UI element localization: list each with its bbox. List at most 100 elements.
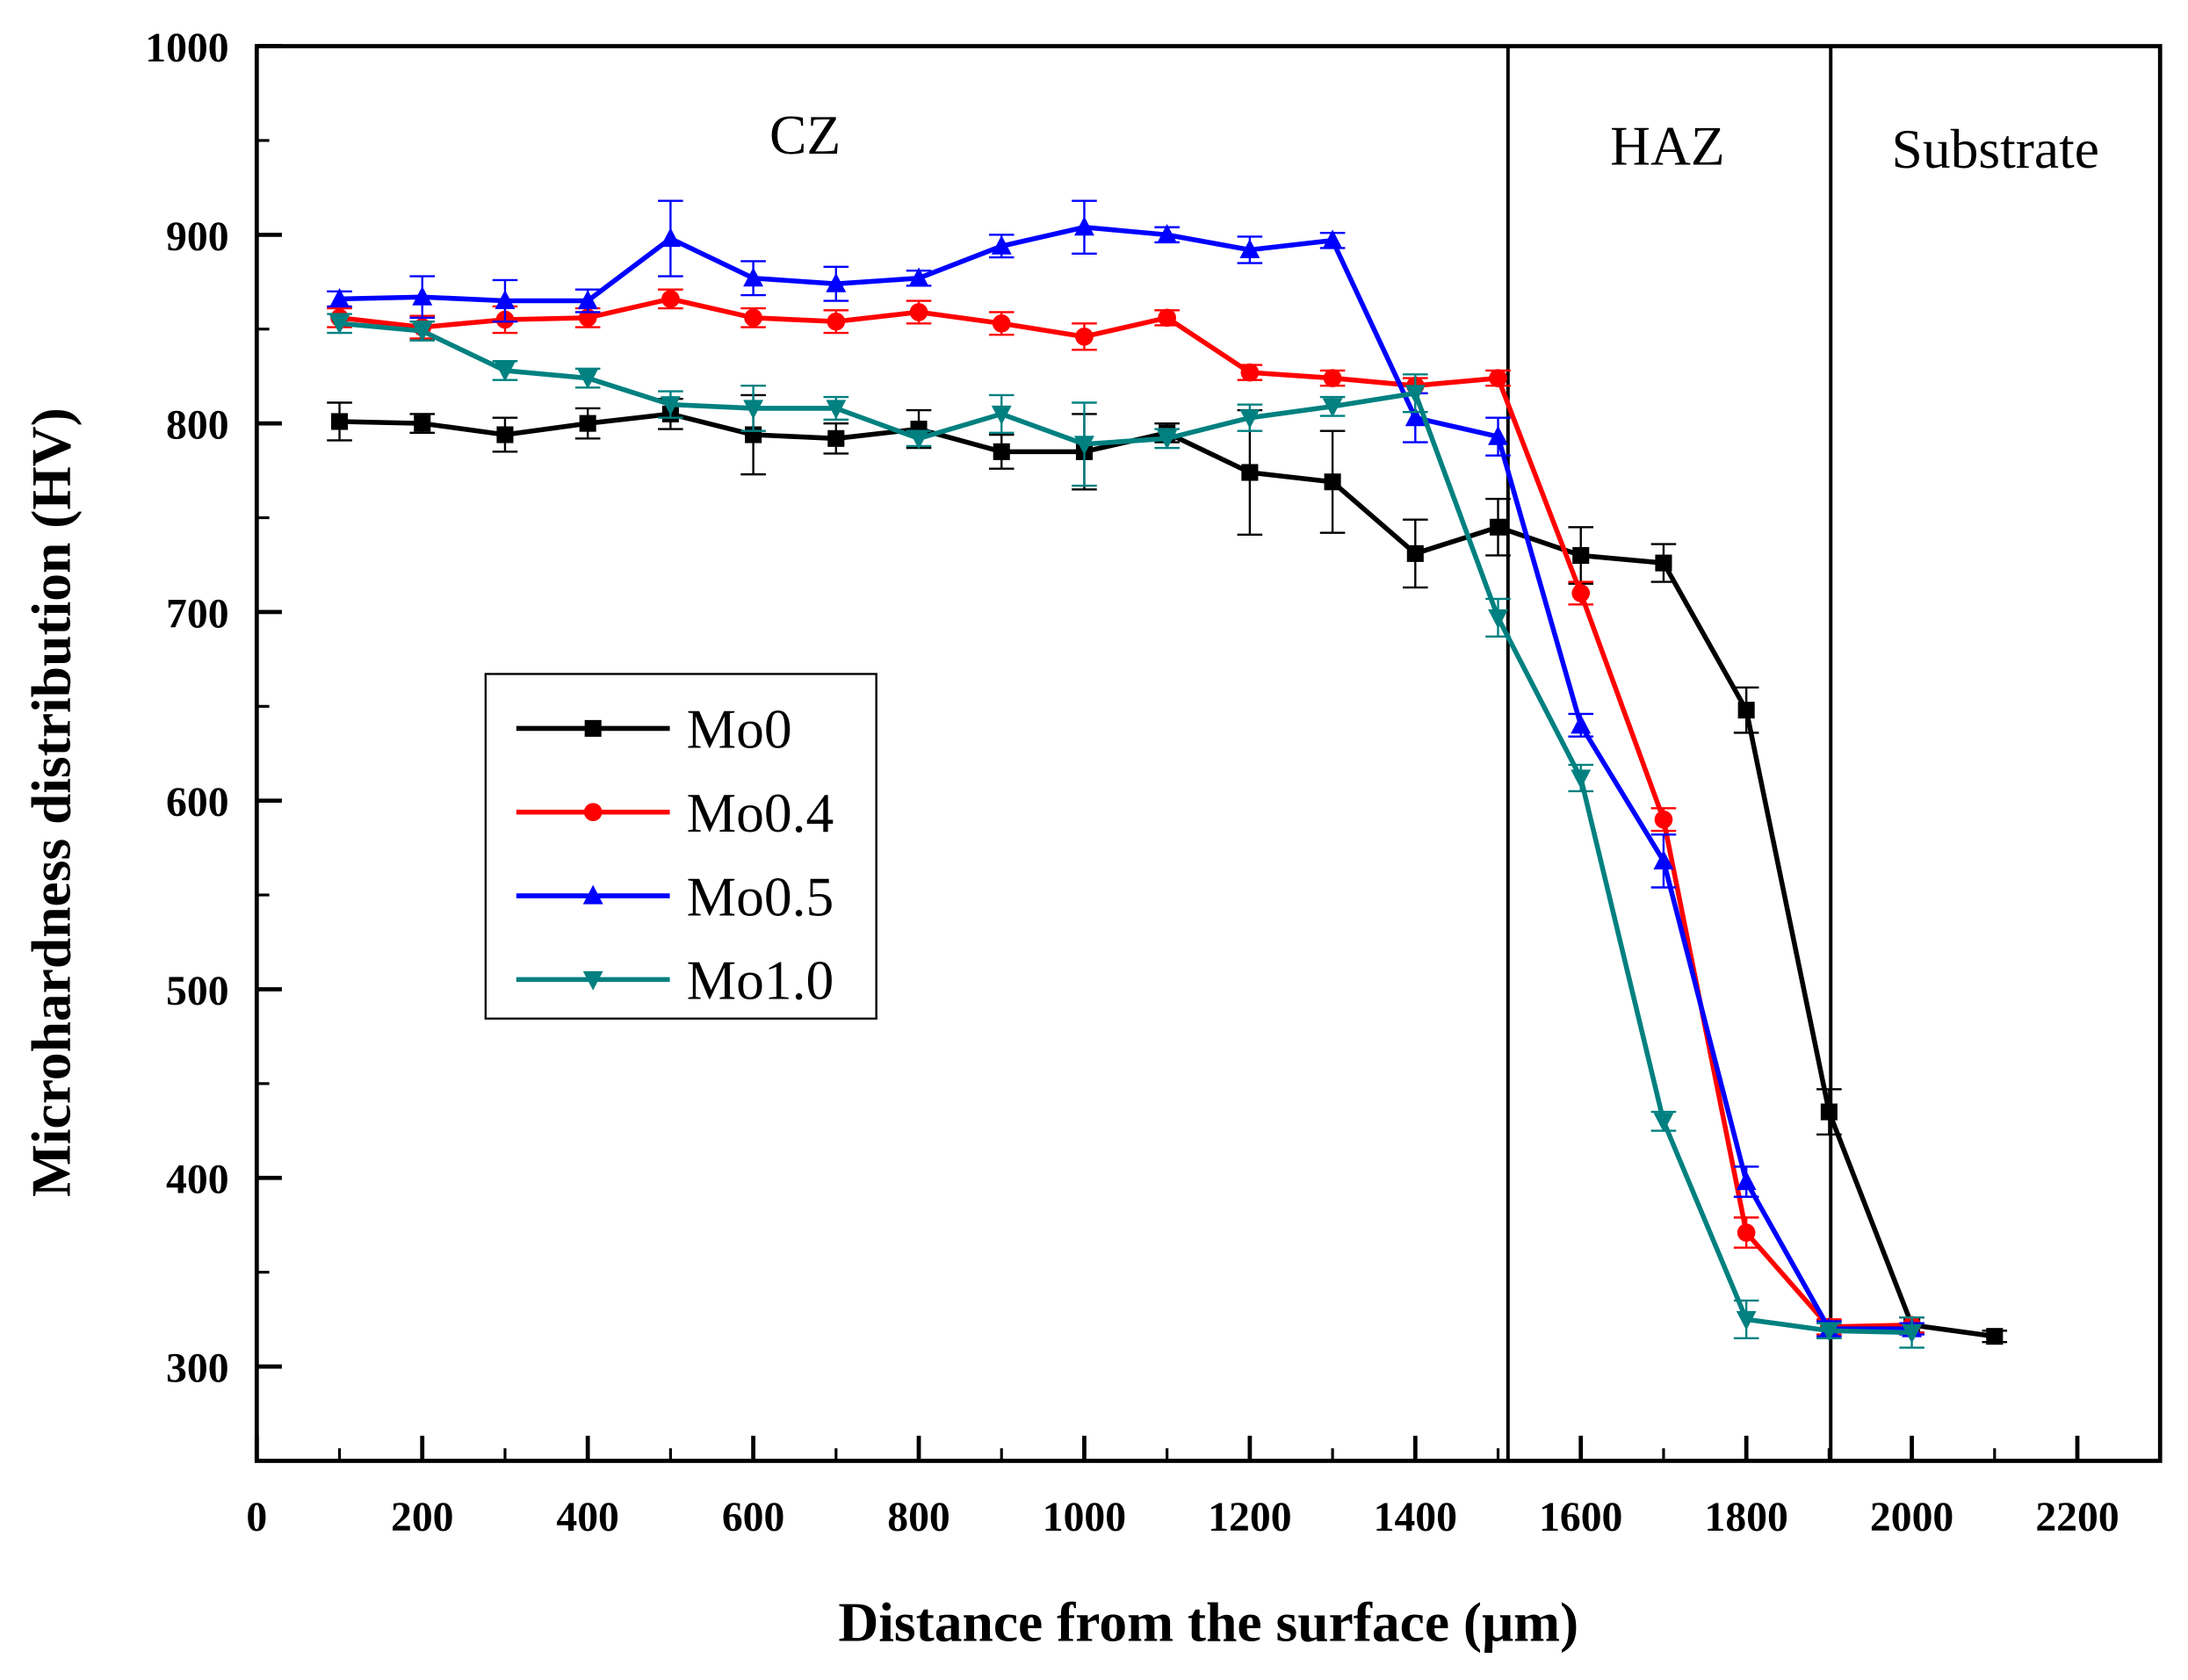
data-point [1074, 216, 1094, 236]
y-tick-label: 700 [166, 591, 228, 637]
data-point [1324, 473, 1341, 491]
series-mo1-0 [327, 313, 1924, 1349]
data-point [1323, 369, 1342, 387]
data-point [991, 405, 1012, 425]
data-point [1902, 1323, 1923, 1344]
data-point [1488, 425, 1508, 445]
legend-marker [583, 803, 603, 822]
data-point [743, 267, 764, 287]
data-point [991, 234, 1012, 255]
data-point [908, 429, 929, 450]
x-tick-label: 600 [722, 1495, 784, 1540]
data-point [909, 303, 928, 321]
legend-marker [582, 884, 603, 905]
data-point [744, 308, 762, 328]
data-point [1405, 385, 1426, 405]
data-point [1158, 308, 1176, 328]
x-tick-label: 200 [391, 1495, 453, 1540]
data-point [826, 400, 847, 420]
series-line [339, 296, 1912, 1330]
data-point [577, 290, 598, 310]
y-tick-label: 1000 [145, 25, 228, 71]
data-point [992, 314, 1011, 333]
y-tick-label: 300 [166, 1346, 228, 1392]
y-tick-label: 400 [166, 1157, 228, 1203]
data-point [1406, 544, 1424, 562]
data-point [660, 396, 681, 416]
data-point [412, 285, 433, 306]
data-point [1322, 229, 1343, 249]
x-tick-label: 400 [556, 1495, 618, 1540]
data-point [1571, 584, 1591, 602]
y-tick-label: 900 [166, 214, 228, 260]
x-tick-label: 800 [887, 1495, 950, 1540]
legend-marker [582, 970, 603, 991]
data-point [579, 415, 596, 432]
data-point [496, 426, 514, 443]
data-point [1239, 239, 1260, 259]
zone-label-cz: CZ [769, 104, 841, 166]
data-point [1157, 429, 1178, 450]
data-series [327, 199, 2008, 1349]
data-point [495, 362, 516, 382]
legend-label: Mo0 [687, 698, 792, 761]
zone-label-substrate: Substrate [1892, 118, 2099, 180]
series-mo0-4 [327, 288, 1924, 1337]
y-tick-label: 600 [166, 780, 228, 826]
data-point [1986, 1328, 2004, 1345]
data-point [1571, 769, 1592, 790]
zone-dividers [1506, 46, 1833, 1461]
x-tick-label: 2200 [2035, 1495, 2119, 1540]
x-tick-label: 1200 [1208, 1495, 1291, 1540]
data-point [1572, 546, 1590, 565]
series-line [339, 224, 1912, 1331]
y-tick-label: 800 [166, 403, 228, 449]
data-point [1488, 609, 1508, 629]
x-tick-label: 1800 [1705, 1495, 1788, 1540]
data-point [329, 287, 350, 307]
series-mo0-5 [327, 199, 1924, 1338]
data-point [661, 290, 680, 308]
data-point [1241, 464, 1259, 481]
zone-label-haz: HAZ [1610, 115, 1725, 177]
data-point [1737, 1223, 1756, 1242]
legend-label: Mo0.5 [687, 865, 834, 927]
data-point [743, 400, 764, 420]
data-point [1075, 328, 1094, 346]
data-point [1654, 810, 1673, 829]
data-point [1655, 554, 1672, 572]
y-tick-label: 500 [166, 969, 228, 1014]
y-axis-label: Microhardness distribution (HV) [19, 407, 82, 1197]
legend-marker [584, 719, 602, 737]
data-point [1653, 1113, 1674, 1133]
data-point [1239, 409, 1260, 429]
data-point [1322, 398, 1343, 418]
x-tick-label: 1000 [1043, 1495, 1126, 1540]
data-point [660, 227, 681, 248]
data-point [827, 312, 846, 331]
legend-label: Mo1.0 [687, 949, 834, 1012]
legend-label: Mo0.4 [687, 782, 834, 844]
data-point [495, 290, 516, 310]
data-point [1818, 1322, 1839, 1342]
data-point [1736, 1171, 1757, 1191]
data-point [1736, 1310, 1757, 1330]
data-point [1571, 714, 1592, 734]
x-tick-label: 1600 [1539, 1495, 1622, 1540]
data-point [993, 443, 1010, 460]
data-point [414, 415, 431, 432]
data-point [1240, 363, 1260, 382]
data-point [1405, 407, 1426, 427]
data-point [1820, 1103, 1838, 1121]
data-point [1653, 850, 1674, 869]
plot-frame [254, 44, 2163, 1463]
x-tick-label: 2000 [1870, 1495, 1953, 1540]
axis-ticks: 0 200 400 600 800 1000 1200 1400 1600 1800 2000 220… [145, 25, 2119, 1540]
data-point [1489, 369, 1507, 387]
data-point [1489, 518, 1507, 536]
data-point [412, 322, 433, 342]
data-point [908, 267, 929, 287]
legend-box [484, 673, 877, 1020]
data-point [826, 272, 847, 292]
